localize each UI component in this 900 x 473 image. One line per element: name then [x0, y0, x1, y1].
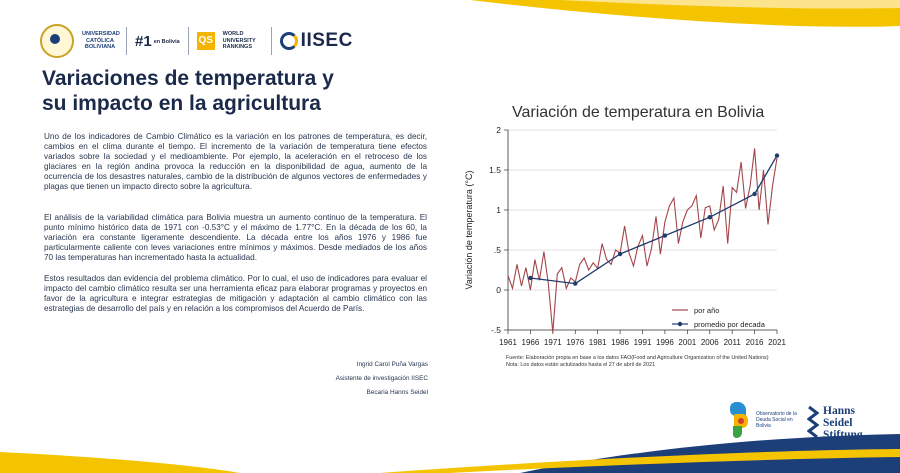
- page-title: Variaciones de temperatura y su impacto …: [42, 66, 422, 116]
- plot-area: [508, 130, 777, 330]
- author-name: Ingrid Carol Puña Vargas: [356, 361, 428, 368]
- chart-legend: por año promedio por decada: [672, 306, 766, 329]
- hanns-seidel-mark-icon: [807, 405, 819, 439]
- paragraph-analysis: El análisis de la variabilidad climática…: [44, 213, 427, 263]
- paragraph-intro: Uno de los indicadores de Cambio Climáti…: [44, 132, 427, 192]
- foundation-name: Hanns Seidel Stiftung: [823, 405, 863, 441]
- qs-logo-icon: QS: [196, 32, 215, 50]
- iisec-name: IISEC: [300, 30, 353, 51]
- foundation-name-line2: Seidel: [823, 417, 853, 429]
- x-tick-label: 2001: [678, 338, 696, 347]
- y-tick-label: 0: [496, 285, 501, 295]
- logo-divider: [270, 27, 272, 55]
- rank-place: en Bolivia: [153, 38, 180, 45]
- x-tick-label: 2011: [724, 338, 742, 347]
- x-tick-label: 2021: [768, 338, 786, 347]
- logo-divider: [126, 27, 127, 55]
- observatory-logo: Observatorio de la Deuda Social en Boliv…: [724, 400, 802, 440]
- rank-number: #1: [135, 32, 152, 50]
- x-tick-label: 2006: [701, 338, 719, 347]
- south-america-map-icon: [724, 400, 752, 440]
- rank-badge: #1 en Bolivia: [135, 33, 180, 50]
- x-tick-label: 1966: [522, 338, 540, 347]
- foundation-name-line3: Stiftung: [823, 429, 863, 441]
- chart-grid: [508, 129, 777, 331]
- y-tick-label: 1.5: [489, 165, 501, 175]
- page-title-line2: su impacto en la agricultura: [42, 92, 321, 115]
- ucb-seal-icon: [40, 24, 74, 58]
- decade-average-point: [752, 191, 757, 197]
- x-tick-label: 1986: [611, 338, 629, 347]
- chart-series: [507, 148, 780, 333]
- y-tick-label: 2: [496, 125, 501, 135]
- x-tick-label: 2016: [746, 338, 764, 347]
- chart-source-note: Fuente: Elaboración propia en base a los…: [506, 355, 769, 361]
- decade-average-point: [528, 275, 533, 281]
- author-role: Asistente de investigación IISEC: [335, 375, 428, 382]
- legend-label: por año: [694, 306, 719, 315]
- decade-average-point: [662, 233, 668, 238]
- decade-average-point: [707, 215, 712, 220]
- y-tick-label: .5: [494, 245, 501, 255]
- x-tick-label: 1976: [566, 338, 584, 347]
- x-tick-label: 1996: [656, 338, 674, 347]
- iisec-logo: IISEC: [279, 30, 353, 52]
- author-fellowship: Becaria Hanns Seidel: [366, 389, 428, 396]
- y-tick-label: -.5: [491, 325, 501, 335]
- x-tick-label: 1971: [544, 338, 562, 347]
- decade-average-point: [774, 153, 780, 158]
- x-tick-label: 1981: [589, 338, 607, 347]
- ucb-name: UNIVERSIDAD CATÓLICA BOLIVIANA: [82, 31, 120, 51]
- legend-marker: [677, 321, 683, 327]
- foundation-name-line1: Hanns: [823, 405, 855, 417]
- header-logos: UNIVERSIDAD CATÓLICA BOLIVIANA #1 en Boli…: [40, 24, 353, 58]
- decade-average-point: [573, 281, 578, 286]
- chart-title: Variación de temperatura en Bolivia: [512, 104, 765, 121]
- qs-ranking-text: WORLD UNIVERSITY RANKINGS: [222, 31, 256, 51]
- iisec-ring-icon: [279, 32, 298, 50]
- logo-divider: [187, 27, 189, 55]
- legend-label: promedio por decada: [694, 320, 766, 329]
- x-tick-label: 1991: [634, 338, 652, 347]
- y-tick-label: 1: [496, 205, 501, 215]
- decade-average-point: [617, 251, 623, 257]
- annual-series-line: [507, 148, 778, 333]
- x-tick-label: 1961: [499, 338, 517, 347]
- chart-update-note: Nota: Los datos están actulizados hasta …: [506, 362, 655, 368]
- y-axis-label: Variación de temperatura (°C): [464, 171, 474, 290]
- paragraph-conclusion: Estos resultados dan evidencia del probl…: [44, 274, 427, 314]
- page-title-line1: Variaciones de temperatura y: [42, 67, 334, 90]
- chart-notes: Fuente: Elaboración propia en base a los…: [506, 355, 769, 369]
- temperature-chart: -.5 0 .5 1 1.5 2 1961 1966 1971 1976 1981 1986 1991 1…: [464, 125, 786, 347]
- observatory-name: Observatorio de la Deuda Social en Boliv…: [756, 411, 797, 429]
- hanns-seidel-logo: Hanns Seidel Stiftung: [807, 405, 863, 441]
